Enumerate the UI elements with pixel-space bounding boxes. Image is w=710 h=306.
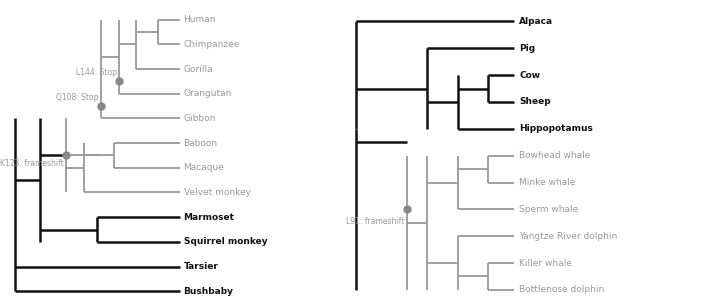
Text: Tarsier: Tarsier: [184, 262, 219, 271]
Text: Bottlenose dolphin: Bottlenose dolphin: [519, 285, 604, 294]
Text: Gorilla: Gorilla: [184, 65, 213, 74]
Text: Orangutan: Orangutan: [184, 89, 232, 98]
Text: Chimpanzee: Chimpanzee: [184, 40, 240, 49]
Text: Yangtze River dolphin: Yangtze River dolphin: [519, 232, 617, 241]
Text: Q108: Stop: Q108: Stop: [56, 93, 99, 103]
Text: Gibbon: Gibbon: [184, 114, 216, 123]
Text: Pig: Pig: [519, 44, 535, 53]
Text: Bowhead whale: Bowhead whale: [519, 151, 591, 160]
Text: Macaque: Macaque: [184, 163, 224, 172]
Text: K123: frameshift: K123: frameshift: [0, 159, 64, 168]
Text: Alpaca: Alpaca: [519, 17, 553, 26]
Text: Sheep: Sheep: [519, 98, 551, 106]
Text: L91: frameshift: L91: frameshift: [346, 218, 405, 226]
Text: Cow: Cow: [519, 71, 540, 80]
Text: Sperm whale: Sperm whale: [519, 205, 578, 214]
Text: Bushbaby: Bushbaby: [184, 287, 234, 296]
Text: Hippopotamus: Hippopotamus: [519, 124, 593, 133]
Text: Baboon: Baboon: [184, 139, 218, 147]
Text: Marmoset: Marmoset: [184, 213, 234, 222]
Text: Human: Human: [184, 15, 216, 24]
Text: Killer whale: Killer whale: [519, 259, 572, 267]
Text: Squirrel monkey: Squirrel monkey: [184, 237, 267, 246]
Text: Velvet monkey: Velvet monkey: [184, 188, 251, 197]
Text: L144: Stop: L144: Stop: [75, 68, 116, 76]
Text: Minke whale: Minke whale: [519, 178, 575, 187]
